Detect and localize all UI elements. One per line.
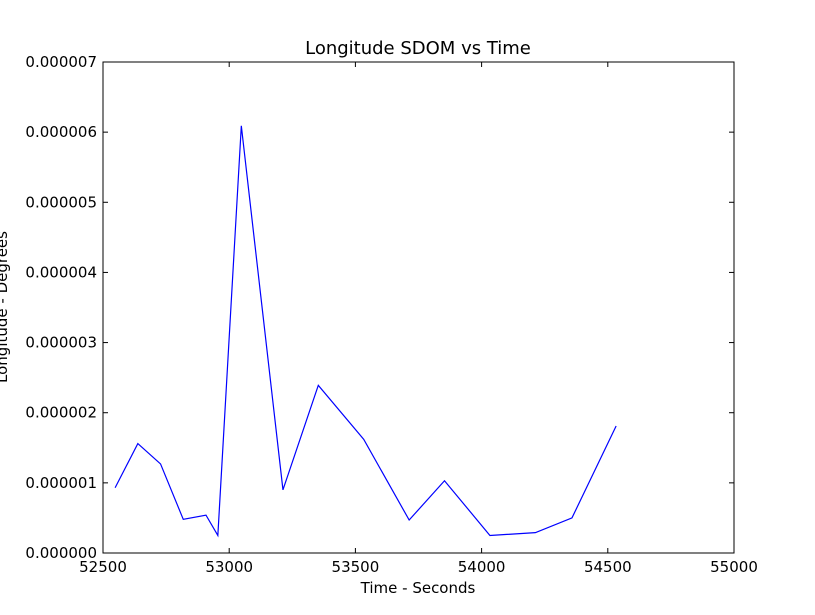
y-tick-label: 0.000006 (25, 123, 97, 141)
y-tick-label: 0.000001 (25, 474, 97, 492)
y-tick-label: 0.000005 (25, 193, 97, 211)
x-tick-label: 54500 (584, 558, 632, 576)
x-tick-label: 53500 (332, 558, 380, 576)
series-layer (114, 125, 617, 538)
y-tick-label: 0.000004 (25, 263, 97, 281)
x-tick-label: 52500 (79, 558, 127, 576)
x-tick-label: 55000 (710, 558, 758, 576)
y-axis-label: Longitude - Degrees (0, 231, 11, 383)
y-tick-label: 0.000002 (25, 404, 97, 422)
plot-frame (102, 61, 735, 554)
y-tick-label: 0.000003 (25, 334, 97, 352)
y-tick-label: 0.000007 (25, 53, 97, 71)
x-tick-label: 53000 (205, 558, 253, 576)
plot-area (103, 62, 734, 553)
y-tick-label: 0.000000 (25, 544, 97, 562)
y-axis: 0.000000 0.000001 0.000002 0.000003 0.000004… (25, 53, 734, 562)
x-axis-label: Time - Seconds (360, 579, 476, 597)
x-tick-label: 54000 (458, 558, 506, 576)
series-line (114, 125, 617, 538)
x-axis: 52500 53000 53500 54000 54500 55000 (79, 62, 758, 576)
chart-title: Longitude SDOM vs Time (305, 38, 531, 59)
